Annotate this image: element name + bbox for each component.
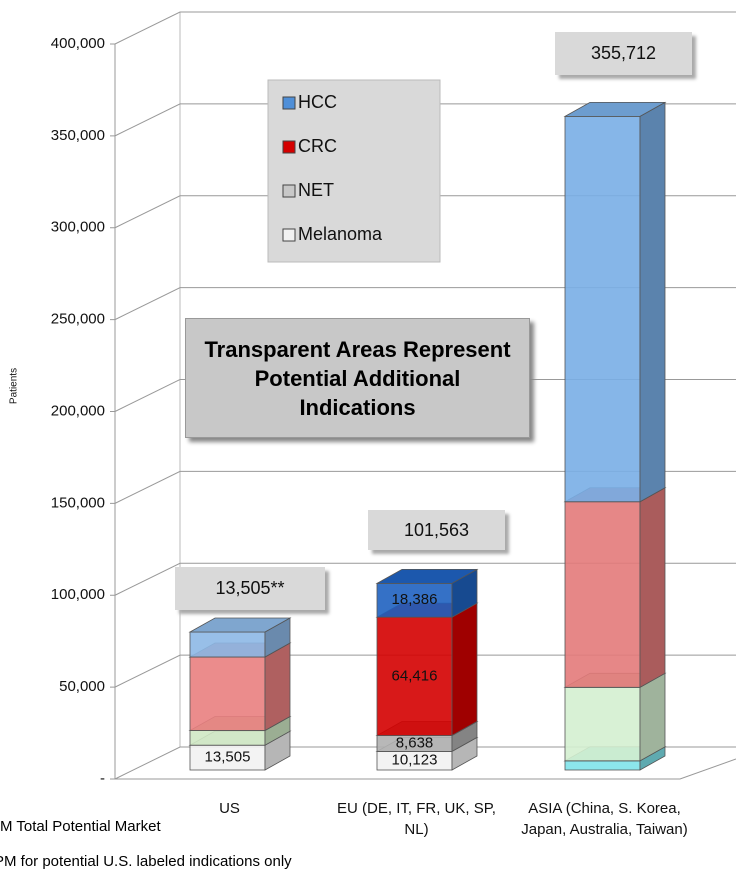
legend-swatch [282, 140, 296, 154]
y-tick-label: 400,000 [51, 35, 105, 52]
legend-label: NET [298, 180, 334, 200]
legend-box [267, 79, 441, 263]
grid-line [114, 654, 736, 688]
y-tick-label: - [100, 770, 105, 787]
total-callout: 355,712 [555, 32, 692, 75]
bar-side [639, 487, 666, 688]
bar-front [564, 760, 641, 771]
grid-line [114, 470, 736, 504]
grid-line [114, 287, 736, 321]
floor-edge [115, 758, 736, 780]
total-callout: 13,505** [175, 567, 325, 610]
bar-front [189, 656, 266, 731]
y-tick-label: 300,000 [51, 219, 105, 236]
data-label: 10,123 [392, 752, 438, 769]
bar-segment [188, 617, 292, 658]
x-tick-label: EU (DE, IT, FR, UK, SP, NL) [337, 800, 496, 838]
legend-swatch [282, 228, 296, 242]
bar-side [639, 101, 666, 503]
grid-line [114, 195, 736, 229]
y-tick-label: 250,000 [51, 311, 105, 328]
bar-top [188, 617, 292, 633]
y-tick-label: 100,000 [51, 586, 105, 603]
legend: HCC CRC NET Melanoma [267, 79, 441, 263]
y-tick-label: 150,000 [51, 494, 105, 511]
total-callout: 101,563 [368, 510, 505, 550]
bar-front [564, 115, 641, 503]
bar-front [189, 730, 266, 746]
footnote: PM for potential U.S. labeled indication… [0, 853, 292, 870]
data-label: 64,416 [392, 667, 438, 684]
grid-line [114, 746, 736, 780]
bar-top [375, 568, 479, 584]
y-tick-label: 50,000 [59, 678, 105, 695]
bar-front [564, 686, 641, 762]
x-tick-label: ASIA (China, S. Korea, Japan, Australia,… [521, 800, 688, 838]
bar-front [189, 631, 266, 658]
note-box: Transparent Areas Represent Potential Ad… [185, 318, 530, 438]
data-label: 18,386 [392, 591, 438, 608]
legend-swatch [282, 96, 296, 110]
footnote: M Total Potential Market [0, 818, 161, 835]
data-label: 8,638 [396, 734, 434, 751]
bar-segment [563, 487, 667, 688]
legend-label: HCC [298, 92, 337, 112]
x-tick-label: US [219, 800, 240, 817]
bar-segment [375, 568, 479, 618]
y-tick-label: 350,000 [51, 127, 105, 144]
bar-segment [563, 101, 667, 503]
bar-side [264, 642, 291, 732]
grid-line [114, 103, 736, 137]
bar-front [564, 501, 641, 688]
bar-front [376, 616, 453, 736]
grid-line [114, 562, 736, 596]
bar-side [451, 602, 478, 737]
grid-line [114, 379, 736, 412]
data-label: 13,505 [205, 749, 251, 766]
bar-side [639, 672, 666, 762]
legend-swatch [282, 184, 296, 198]
legend-label: CRC [298, 136, 337, 156]
bar-top [563, 101, 667, 117]
y-axis-label: Patients [9, 368, 20, 404]
grid-line [114, 11, 736, 45]
legend-label: Melanoma [298, 224, 383, 244]
y-tick-label: 200,000 [51, 402, 105, 419]
bar-front [376, 582, 453, 618]
